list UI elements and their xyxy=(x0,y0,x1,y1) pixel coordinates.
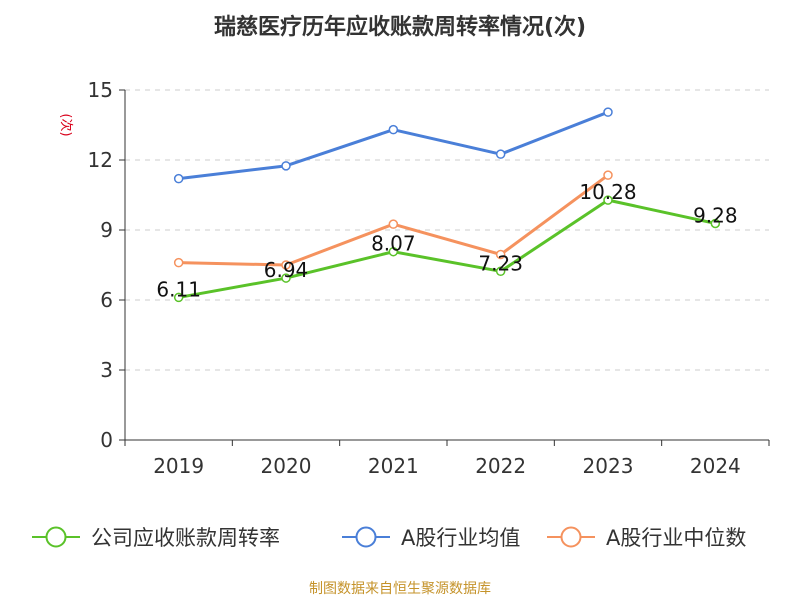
y-tick-label: 6 xyxy=(100,288,113,312)
series-point xyxy=(603,170,613,180)
source-note: 制图数据来自恒生聚源数据库 xyxy=(309,581,491,597)
series-point xyxy=(603,107,613,117)
series-point xyxy=(173,292,184,303)
series-point xyxy=(281,161,291,171)
chart-title: 瑞慈医疗历年应收账款周转率情况(次) xyxy=(214,14,586,40)
series-point xyxy=(495,149,506,159)
y-tick-label: 12 xyxy=(88,148,113,172)
x-tick-label: 2019 xyxy=(153,454,204,478)
x-tick-label: 2023 xyxy=(583,454,634,478)
series-line xyxy=(177,110,610,181)
data-label: 7.23 xyxy=(478,251,523,275)
data-label: 8.07 xyxy=(371,232,416,256)
legend-marker xyxy=(45,526,67,548)
data-label: 9.28 xyxy=(693,203,738,227)
series-point xyxy=(603,195,613,205)
y-tick-label: 3 xyxy=(100,358,113,382)
y-axis-label: (次) xyxy=(58,113,74,136)
x-tick-label: 2020 xyxy=(261,454,312,478)
y-tick-label: 9 xyxy=(100,218,113,242)
legend-label: A股行业中位数 xyxy=(606,526,746,550)
series-point xyxy=(281,260,291,270)
legend-label: A股行业均值 xyxy=(401,526,520,550)
series-point xyxy=(710,218,721,229)
series-point xyxy=(495,249,506,260)
data-labels: 6.11 6.94 8.07 7.23 10.28 9.28 xyxy=(156,180,737,301)
x-tick-label: 2024 xyxy=(690,454,741,478)
legend-marker xyxy=(355,526,377,548)
series-point xyxy=(388,124,399,135)
legend-label: 公司应收账款周转率 xyxy=(91,526,280,550)
series-point xyxy=(495,266,506,277)
series-point xyxy=(388,219,399,229)
series-line xyxy=(177,198,717,299)
x-tick-label: 2021 xyxy=(368,454,419,478)
data-label: 6.94 xyxy=(264,258,309,282)
series-point xyxy=(173,173,184,184)
legend: 公司应收账款周转率 A股行业均值 A股行业中位数 xyxy=(32,526,746,550)
series-point xyxy=(388,246,399,257)
y-tick-label: 0 xyxy=(100,428,113,452)
axes: 0 3 6 9 12 15 2019 2020 2021 2022 2023 2024 xyxy=(88,78,770,478)
legend-marker xyxy=(560,526,582,548)
grid-lines xyxy=(125,89,769,371)
series-layer xyxy=(173,107,721,303)
series-point xyxy=(173,257,184,268)
data-label: 6.11 xyxy=(156,277,201,301)
data-label: 10.28 xyxy=(579,180,636,204)
series-point xyxy=(281,273,291,283)
x-tick-label: 2022 xyxy=(475,454,526,478)
y-tick-label: 15 xyxy=(88,78,113,102)
